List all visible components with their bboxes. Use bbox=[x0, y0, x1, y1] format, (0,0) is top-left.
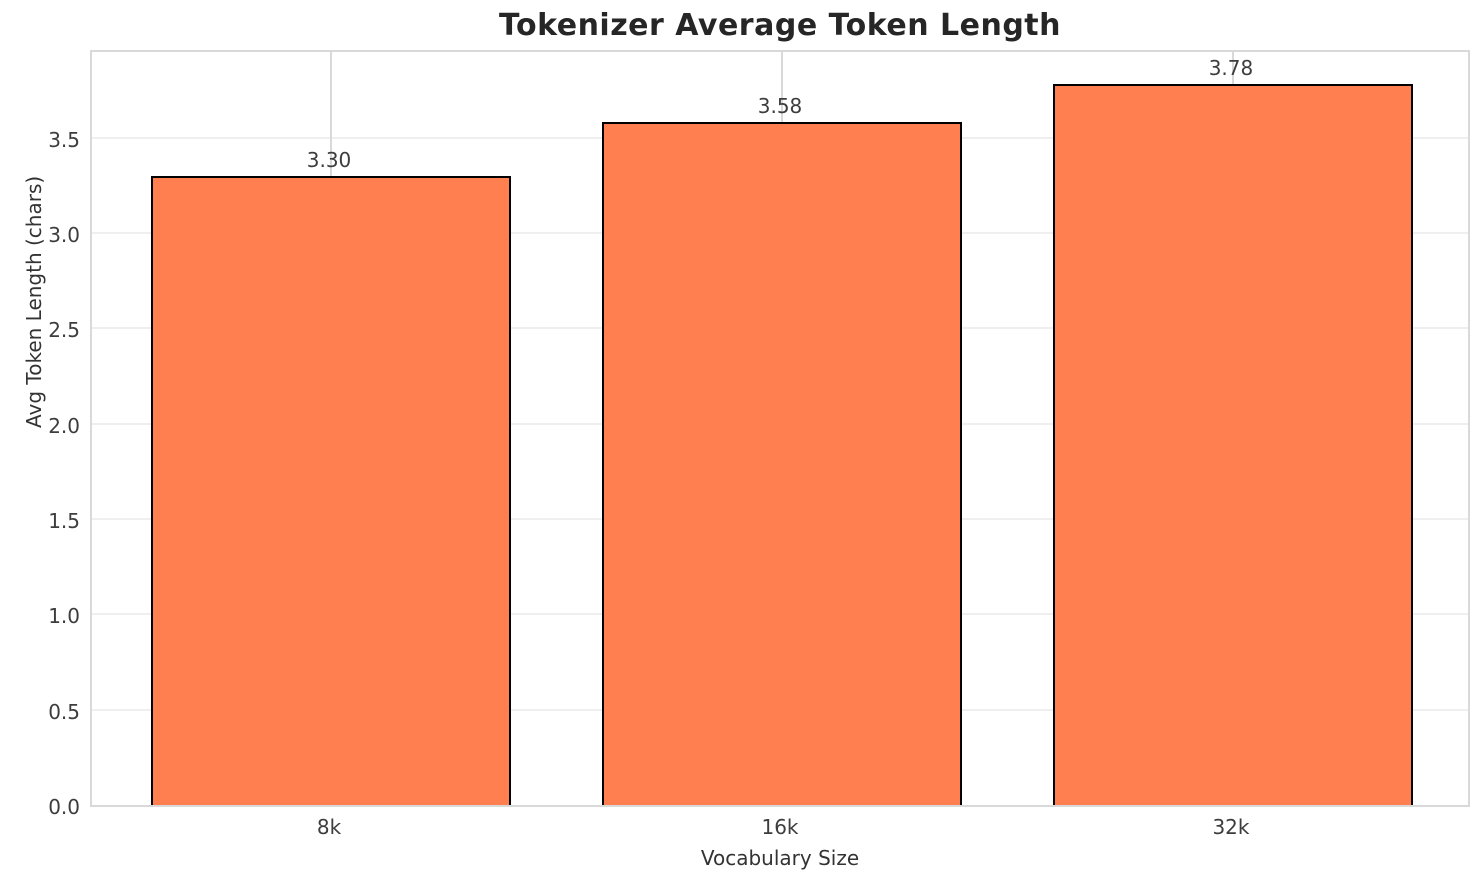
xtick-label-16k: 16k bbox=[761, 815, 799, 839]
xtick-label-8k: 8k bbox=[316, 815, 342, 839]
bar-value-label-8k: 3.30 bbox=[306, 147, 352, 172]
ytick-label-2.0: 2.0 bbox=[48, 413, 80, 438]
ytick-label-3.5: 3.5 bbox=[48, 127, 80, 152]
ytick-label-2.5: 2.5 bbox=[48, 318, 80, 343]
ytick-label-1.0: 1.0 bbox=[48, 604, 80, 629]
bar-32k bbox=[1052, 84, 1414, 805]
bar-value-label-32k: 3.78 bbox=[1208, 56, 1254, 81]
ytick-label-3.0: 3.0 bbox=[48, 222, 80, 247]
y-axis-title: Avg Token Length (chars) bbox=[22, 175, 46, 428]
plot-area bbox=[90, 50, 1470, 807]
xtick-label-32k: 32k bbox=[1212, 815, 1250, 839]
x-axis-title: Vocabulary Size bbox=[700, 846, 860, 870]
ytick-label-1.5: 1.5 bbox=[48, 508, 80, 533]
ytick-label-0.0: 0.0 bbox=[48, 795, 80, 819]
ytick-label-0.5: 0.5 bbox=[48, 699, 80, 724]
bar-16k bbox=[601, 122, 963, 805]
chart-title: Tokenizer Average Token Length bbox=[498, 8, 1061, 43]
bar-value-label-16k: 3.58 bbox=[757, 94, 803, 119]
bar-8k bbox=[150, 175, 512, 805]
